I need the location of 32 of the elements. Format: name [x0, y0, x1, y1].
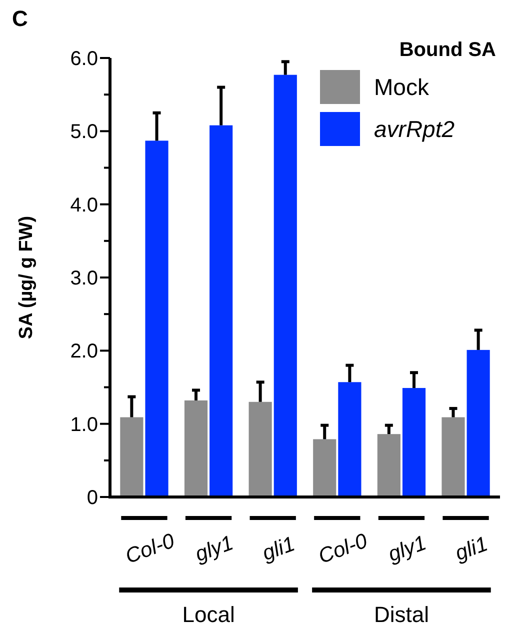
bar — [120, 417, 144, 497]
bar — [402, 388, 426, 497]
bar — [442, 417, 465, 497]
y-axis-title: SA (µg/ g FW) — [16, 216, 37, 340]
bar — [377, 434, 400, 497]
y-tick-label: 1.0 — [70, 414, 98, 436]
text: Local — [182, 602, 235, 627]
text: Distal — [374, 602, 429, 627]
bar — [210, 125, 233, 497]
x-tick-label: Col-0 — [122, 529, 178, 568]
y-tick-label: 5.0 — [70, 121, 98, 144]
y-tick-label: 2.0 — [70, 340, 98, 363]
bar — [338, 382, 362, 497]
y-tick-label: 0 — [86, 487, 98, 509]
bar — [313, 439, 336, 497]
legend-title: Bound SA — [399, 39, 496, 61]
bar — [184, 400, 208, 497]
x-tick-label: gly1 — [385, 531, 430, 566]
bar — [145, 140, 168, 497]
y-tick-label: 3.0 — [70, 268, 98, 290]
legend-label: avrRpt2 — [374, 116, 455, 142]
x-tick-label: gli1 — [259, 532, 298, 566]
x-tick-label: gli1 — [452, 532, 491, 566]
x-tick-label: Col-0 — [315, 529, 371, 568]
bar — [274, 74, 297, 497]
y-tick-label: 6.0 — [70, 48, 98, 70]
x-tick-label: gly1 — [192, 531, 236, 566]
y-tick-label: 4.0 — [70, 194, 98, 216]
bar — [466, 350, 490, 497]
legend-label: Mock — [374, 74, 430, 100]
text: C — [12, 6, 28, 31]
bar — [248, 402, 272, 497]
